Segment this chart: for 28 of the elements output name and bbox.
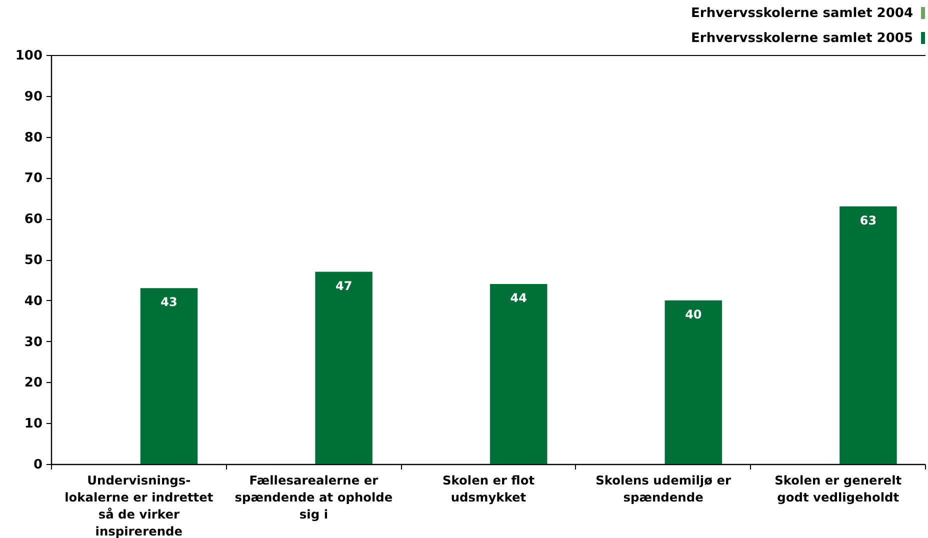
legend-label: Erhvervsskolerne samlet 2005 xyxy=(691,31,913,46)
data-label: 47 xyxy=(335,278,352,293)
y-tick-label: 90 xyxy=(24,89,42,104)
bar xyxy=(840,206,897,464)
legend-label: Erhvervsskolerne samlet 2004 xyxy=(691,6,913,21)
y-tick-label: 0 xyxy=(33,458,42,472)
bar xyxy=(140,288,198,464)
y-tick-label: 100 xyxy=(15,48,42,64)
x-tick-label: Skolen er generelt godt vedligeholdt xyxy=(774,474,902,504)
data-label: 44 xyxy=(510,291,527,306)
y-tick-label: 40 xyxy=(24,294,42,309)
y-tick-label: 30 xyxy=(24,334,42,350)
x-tick-label: Skolen er flot udsmykket xyxy=(442,474,535,504)
y-tick-label: 20 xyxy=(24,376,42,391)
bar xyxy=(664,300,722,464)
y-tick-label: 10 xyxy=(24,416,42,432)
x-tick-label: Skolens udemiljø er spændende xyxy=(596,474,731,504)
data-label: 43 xyxy=(160,295,178,310)
data-label: 63 xyxy=(860,213,877,228)
bar xyxy=(490,284,548,464)
y-tick-label: 80 xyxy=(24,130,42,146)
y-tick-label: 50 xyxy=(24,253,42,268)
data-label: 40 xyxy=(685,307,702,322)
x-tick-label: Fællesarealerne er spændende at opholde sig i xyxy=(234,474,393,522)
bar xyxy=(315,272,372,464)
x-tick-label: Undervisnings-lokalerne er indrettet så de virker inspirerende xyxy=(64,474,214,538)
y-tick-label: 70 xyxy=(24,171,42,186)
y-tick-label: 60 xyxy=(24,212,42,228)
